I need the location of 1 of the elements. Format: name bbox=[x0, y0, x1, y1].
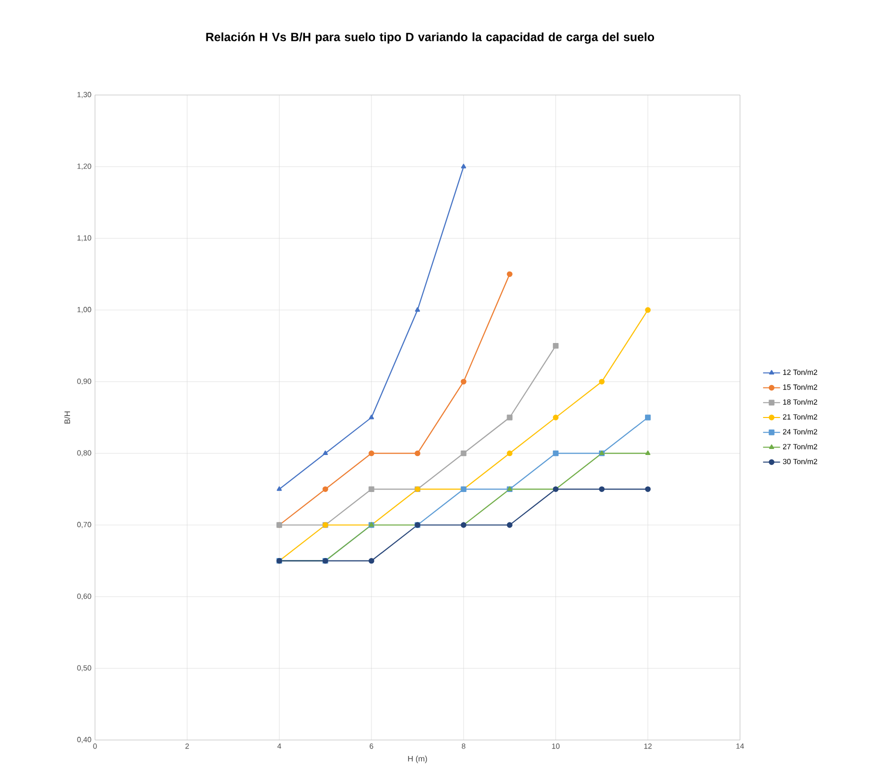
chart-title: Relación H Vs B/H para suelo tipo D variando la capacidad de carga del suelo bbox=[206, 32, 654, 44]
